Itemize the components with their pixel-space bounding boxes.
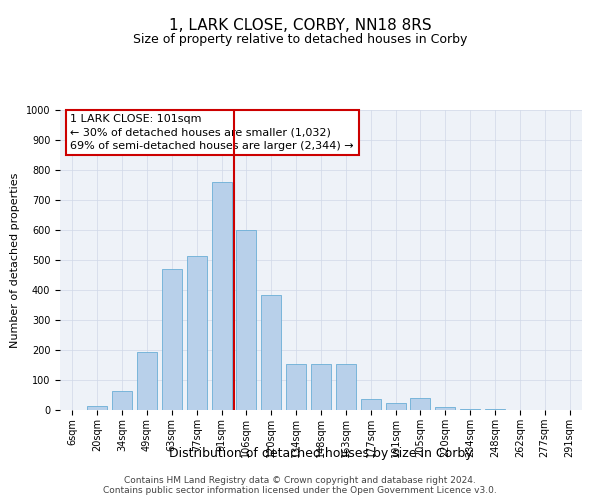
Bar — [212, 182, 232, 410]
Bar — [137, 352, 157, 410]
Bar — [336, 364, 356, 410]
Y-axis label: Number of detached properties: Number of detached properties — [10, 172, 20, 348]
Bar — [88, 406, 107, 410]
Bar — [361, 398, 380, 410]
Bar — [187, 256, 206, 410]
Bar — [162, 269, 182, 410]
Bar — [286, 364, 306, 410]
Bar — [262, 294, 281, 410]
Bar — [386, 404, 406, 410]
Text: Contains HM Land Registry data © Crown copyright and database right 2024.
Contai: Contains HM Land Registry data © Crown c… — [103, 476, 497, 495]
Text: Distribution of detached houses by size in Corby: Distribution of detached houses by size … — [169, 448, 473, 460]
Text: 1 LARK CLOSE: 101sqm
← 30% of detached houses are smaller (1,032)
69% of semi-de: 1 LARK CLOSE: 101sqm ← 30% of detached h… — [70, 114, 354, 151]
Bar — [236, 230, 256, 410]
Bar — [460, 408, 480, 410]
Text: Size of property relative to detached houses in Corby: Size of property relative to detached ho… — [133, 32, 467, 46]
Bar — [410, 398, 430, 410]
Text: 1, LARK CLOSE, CORBY, NN18 8RS: 1, LARK CLOSE, CORBY, NN18 8RS — [169, 18, 431, 32]
Bar — [311, 364, 331, 410]
Bar — [436, 408, 455, 410]
Bar — [112, 390, 132, 410]
